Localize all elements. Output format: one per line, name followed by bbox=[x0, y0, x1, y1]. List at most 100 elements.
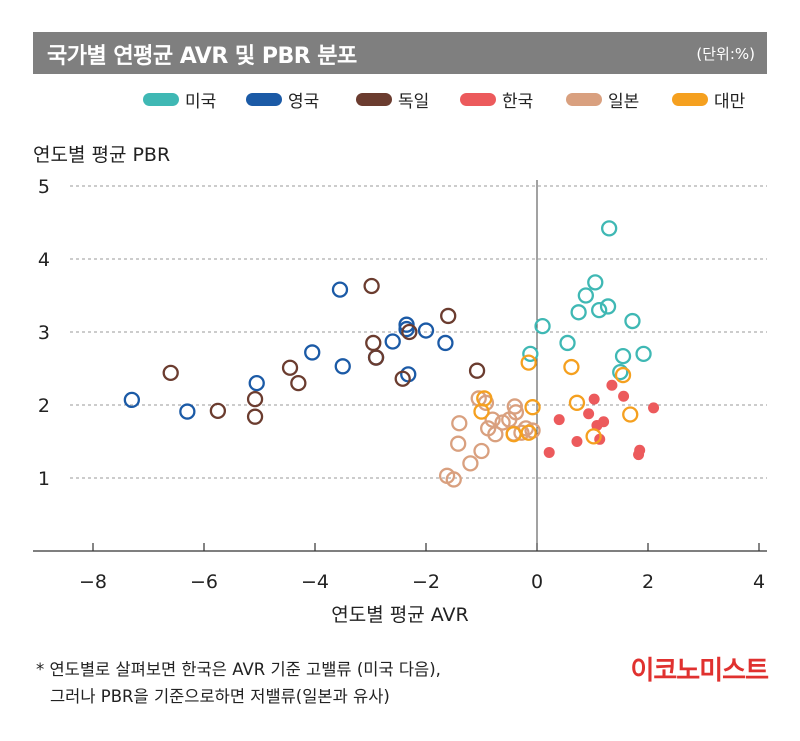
data-point bbox=[624, 312, 641, 330]
data-point bbox=[401, 323, 418, 341]
data-point bbox=[520, 354, 537, 371]
data-point bbox=[513, 424, 530, 441]
data-point bbox=[588, 393, 600, 405]
data-point bbox=[487, 426, 504, 443]
chart-title: 국가별 연평균 AVR 및 PBR 분포 bbox=[47, 44, 357, 69]
y-tick-label: 1 bbox=[38, 468, 50, 490]
data-point bbox=[384, 333, 401, 350]
legend-label: 영국 bbox=[288, 91, 320, 112]
series-5 bbox=[473, 354, 639, 445]
tick-labels: 1 2 3 4 5 −8 −6 −4 −2 0 2 4 bbox=[38, 176, 765, 593]
x-tick-label: 2 bbox=[642, 571, 654, 593]
data-point bbox=[522, 345, 539, 363]
title-bar: 국가별 연평균 AVR 및 PBR 분포 (단위:%) bbox=[33, 32, 767, 74]
data-point bbox=[520, 424, 537, 441]
data-point bbox=[417, 322, 435, 339]
x-tick-label: −4 bbox=[301, 571, 329, 593]
data-point bbox=[606, 379, 618, 391]
x-tick-label: −2 bbox=[412, 571, 440, 593]
data-point bbox=[367, 349, 385, 366]
data-point bbox=[450, 435, 467, 452]
data-point bbox=[648, 402, 660, 414]
data-point bbox=[534, 318, 551, 335]
data-point bbox=[179, 403, 196, 420]
data-point bbox=[473, 403, 490, 420]
data-point bbox=[437, 334, 454, 352]
data-point bbox=[501, 411, 518, 428]
y-axis-label: 연도별 평균 PBR bbox=[33, 144, 171, 166]
legend-swatch bbox=[672, 92, 708, 106]
data-point bbox=[398, 316, 415, 333]
legend-label: 일본 bbox=[608, 91, 640, 112]
legend-label: 한국 bbox=[502, 91, 534, 112]
axes bbox=[33, 180, 767, 552]
footnote-line-2: 그러나 PBR을 기준으로하면 저밸류(일본과 유사) bbox=[50, 687, 390, 706]
brand-logo-text: 이코노미스트 bbox=[630, 656, 769, 686]
y-tick-label: 4 bbox=[38, 249, 50, 271]
data-point bbox=[246, 408, 264, 425]
data-point bbox=[365, 334, 382, 352]
x-tick-label: −8 bbox=[79, 571, 107, 593]
data-point bbox=[162, 364, 179, 382]
series-0 bbox=[522, 220, 652, 381]
series-1 bbox=[123, 281, 454, 420]
data-point bbox=[445, 471, 462, 488]
data-point bbox=[591, 301, 608, 319]
data-point bbox=[290, 374, 307, 392]
legend-item: 미국 bbox=[143, 86, 216, 112]
legend-item: 일본 bbox=[566, 86, 639, 112]
y-tick-label: 2 bbox=[38, 395, 50, 417]
data-point bbox=[468, 362, 486, 379]
data-point bbox=[591, 419, 603, 431]
data-point bbox=[451, 415, 468, 432]
data-point bbox=[563, 358, 580, 376]
legend-swatch bbox=[356, 92, 392, 106]
unit-label: (단위:%) bbox=[696, 45, 755, 63]
data-point bbox=[506, 398, 523, 415]
legend-item: 대만 bbox=[672, 86, 745, 112]
data-points bbox=[123, 220, 660, 488]
data-point bbox=[618, 390, 630, 402]
data-point bbox=[614, 347, 632, 365]
legend: 미국 영국 독일 한국 일본 대만 bbox=[0, 86, 760, 112]
data-point bbox=[123, 391, 141, 409]
data-point bbox=[583, 408, 595, 420]
legend-swatch bbox=[143, 92, 179, 106]
data-point bbox=[246, 391, 264, 408]
legend-swatch bbox=[566, 92, 602, 106]
data-point bbox=[394, 370, 411, 387]
data-point bbox=[524, 399, 541, 416]
data-point bbox=[577, 287, 594, 304]
x-tick-label: 4 bbox=[753, 571, 765, 593]
data-point bbox=[440, 307, 457, 325]
data-point bbox=[587, 274, 604, 291]
data-point bbox=[543, 446, 555, 458]
legend-label: 미국 bbox=[185, 91, 217, 112]
data-point bbox=[633, 449, 645, 461]
data-point bbox=[559, 334, 576, 352]
data-point bbox=[248, 374, 265, 392]
data-point bbox=[209, 402, 227, 419]
y-tick-label: 5 bbox=[38, 176, 50, 198]
data-point bbox=[334, 358, 351, 375]
data-point bbox=[570, 304, 587, 321]
y-tick-label: 3 bbox=[38, 322, 50, 344]
series-3 bbox=[543, 379, 660, 461]
data-point bbox=[585, 428, 602, 445]
legend-item: 한국 bbox=[460, 86, 533, 112]
data-point bbox=[398, 320, 415, 338]
data-point bbox=[635, 345, 652, 363]
data-point bbox=[571, 436, 583, 447]
data-point bbox=[614, 366, 632, 384]
legend-label: 독일 bbox=[398, 91, 430, 112]
legend-item: 영국 bbox=[246, 86, 319, 112]
data-point bbox=[568, 394, 586, 411]
data-point bbox=[304, 344, 321, 361]
data-point bbox=[331, 281, 349, 298]
data-point bbox=[612, 363, 629, 381]
legend-swatch bbox=[460, 92, 496, 106]
data-point bbox=[473, 442, 490, 460]
data-point bbox=[553, 414, 565, 426]
footnote: * 연도별로 살펴보면 한국은 AVR 기준 고밸류 (미국 다음), 그러나 … bbox=[36, 656, 441, 710]
